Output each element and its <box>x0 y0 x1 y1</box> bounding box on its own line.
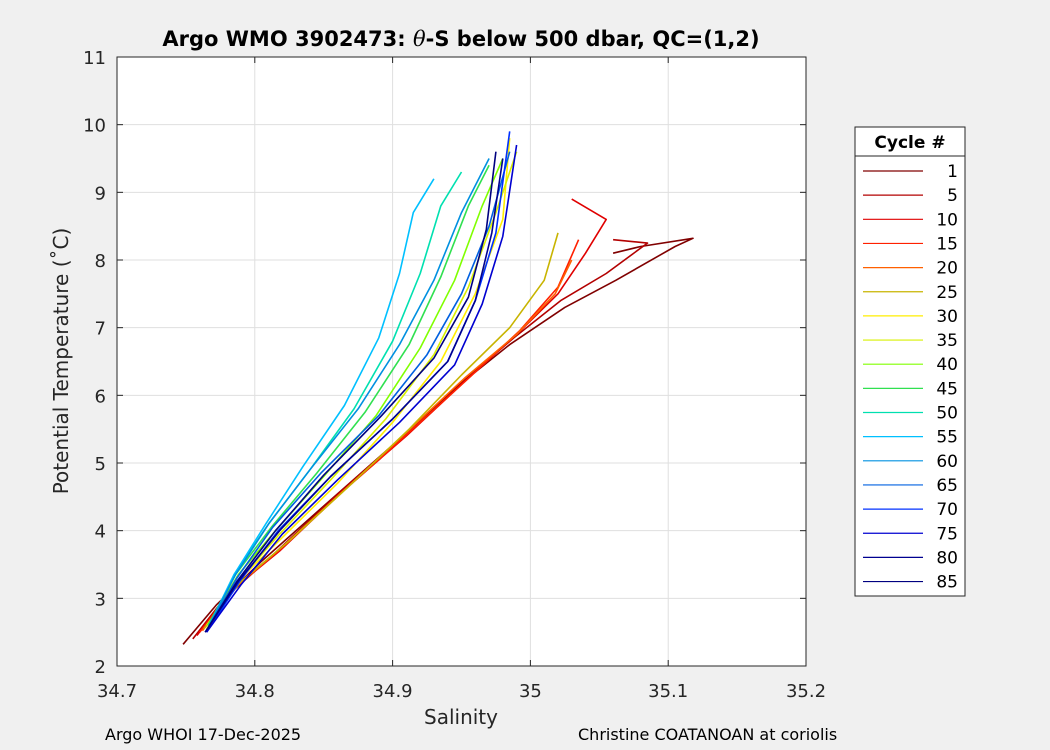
y-tick-label: 2 <box>95 657 106 678</box>
x-tick-label: 35 <box>519 681 542 702</box>
y-tick-label: 9 <box>95 183 106 204</box>
y-tick-label: 11 <box>83 48 106 69</box>
legend-label-cycle-15: 15 <box>936 234 958 254</box>
series-line-cycle-30 <box>205 138 511 630</box>
title-suffix: -S below 500 dbar, QC=(1,2) <box>426 27 760 51</box>
legend-label-cycle-20: 20 <box>936 259 958 279</box>
series-line-cycle-25 <box>203 232 559 630</box>
series-line-cycle-65 <box>207 151 511 630</box>
legend-label-cycle-45: 45 <box>936 379 958 399</box>
legend-label-cycle-55: 55 <box>936 428 958 448</box>
legend-label-cycle-1: 1 <box>947 162 958 182</box>
plot-area <box>117 57 806 666</box>
x-tick-label: 35.1 <box>648 681 688 702</box>
legend-box <box>854 126 966 597</box>
series-line-cycle-85 <box>204 151 497 633</box>
title-prefix: Argo WMO 3902473: <box>162 27 413 51</box>
x-axis-label: Salinity <box>424 705 498 729</box>
y-axis-label: Potential Temperature (˚C) <box>49 228 73 495</box>
legend-label-cycle-5: 5 <box>947 186 958 206</box>
series-line-cycle-80 <box>204 158 504 633</box>
y-tick-label: 8 <box>95 251 106 272</box>
grid-lines <box>117 57 806 666</box>
y-tick-label: 4 <box>95 522 106 543</box>
title-theta: θ <box>413 27 426 51</box>
series-line-cycle-1 <box>182 237 694 645</box>
footer-left: Argo WHOI 17-Dec-2025 <box>105 725 302 744</box>
y-tick-label: 3 <box>95 589 106 610</box>
plot-frame <box>116 56 807 667</box>
legend-label-cycle-30: 30 <box>936 307 958 327</box>
axis-ticks: 34.7 34.8 34.9 35 35.1 35.2 2 3 4 5 6 7 8 9 10 11 <box>83 48 826 702</box>
legend-label-cycle-70: 70 <box>936 500 958 520</box>
chart-title: Argo WMO 3902473: θ-S below 500 dbar, QC… <box>162 27 759 51</box>
x-tick-label: 34.7 <box>97 681 137 702</box>
y-tick-label: 7 <box>95 319 106 340</box>
legend-label-cycle-65: 65 <box>936 476 958 496</box>
legend-label-cycle-80: 80 <box>936 548 958 568</box>
y-tick-label: 10 <box>83 116 106 137</box>
series-line-cycle-55 <box>208 178 435 626</box>
legend-label-cycle-85: 85 <box>936 573 958 593</box>
legend-label-cycle-10: 10 <box>936 210 958 230</box>
series-line-cycle-45 <box>207 164 490 626</box>
legend-label-cycle-35: 35 <box>936 331 958 351</box>
y-tick-label: 5 <box>95 454 106 475</box>
series-line-cycle-40 <box>207 158 504 626</box>
x-tick-label: 35.2 <box>786 681 826 702</box>
legend-label-cycle-25: 25 <box>936 283 958 303</box>
legend-label-cycle-75: 75 <box>936 524 958 544</box>
footer-right: Christine COATANOAN at coriolis <box>578 725 838 744</box>
y-tick-label: 6 <box>95 386 106 407</box>
series-line-cycle-75 <box>205 144 518 633</box>
series-layer <box>182 131 694 645</box>
legend: Cycle # 15101520253035404550556065707580… <box>854 126 966 597</box>
legend-label-cycle-40: 40 <box>936 355 958 375</box>
legend-title: Cycle # <box>874 133 945 153</box>
legend-label-cycle-60: 60 <box>936 452 958 472</box>
x-tick-label: 34.9 <box>373 681 413 702</box>
legend-label-cycle-50: 50 <box>936 404 958 424</box>
series-line-cycle-60 <box>208 158 490 626</box>
x-tick-label: 34.8 <box>235 681 275 702</box>
